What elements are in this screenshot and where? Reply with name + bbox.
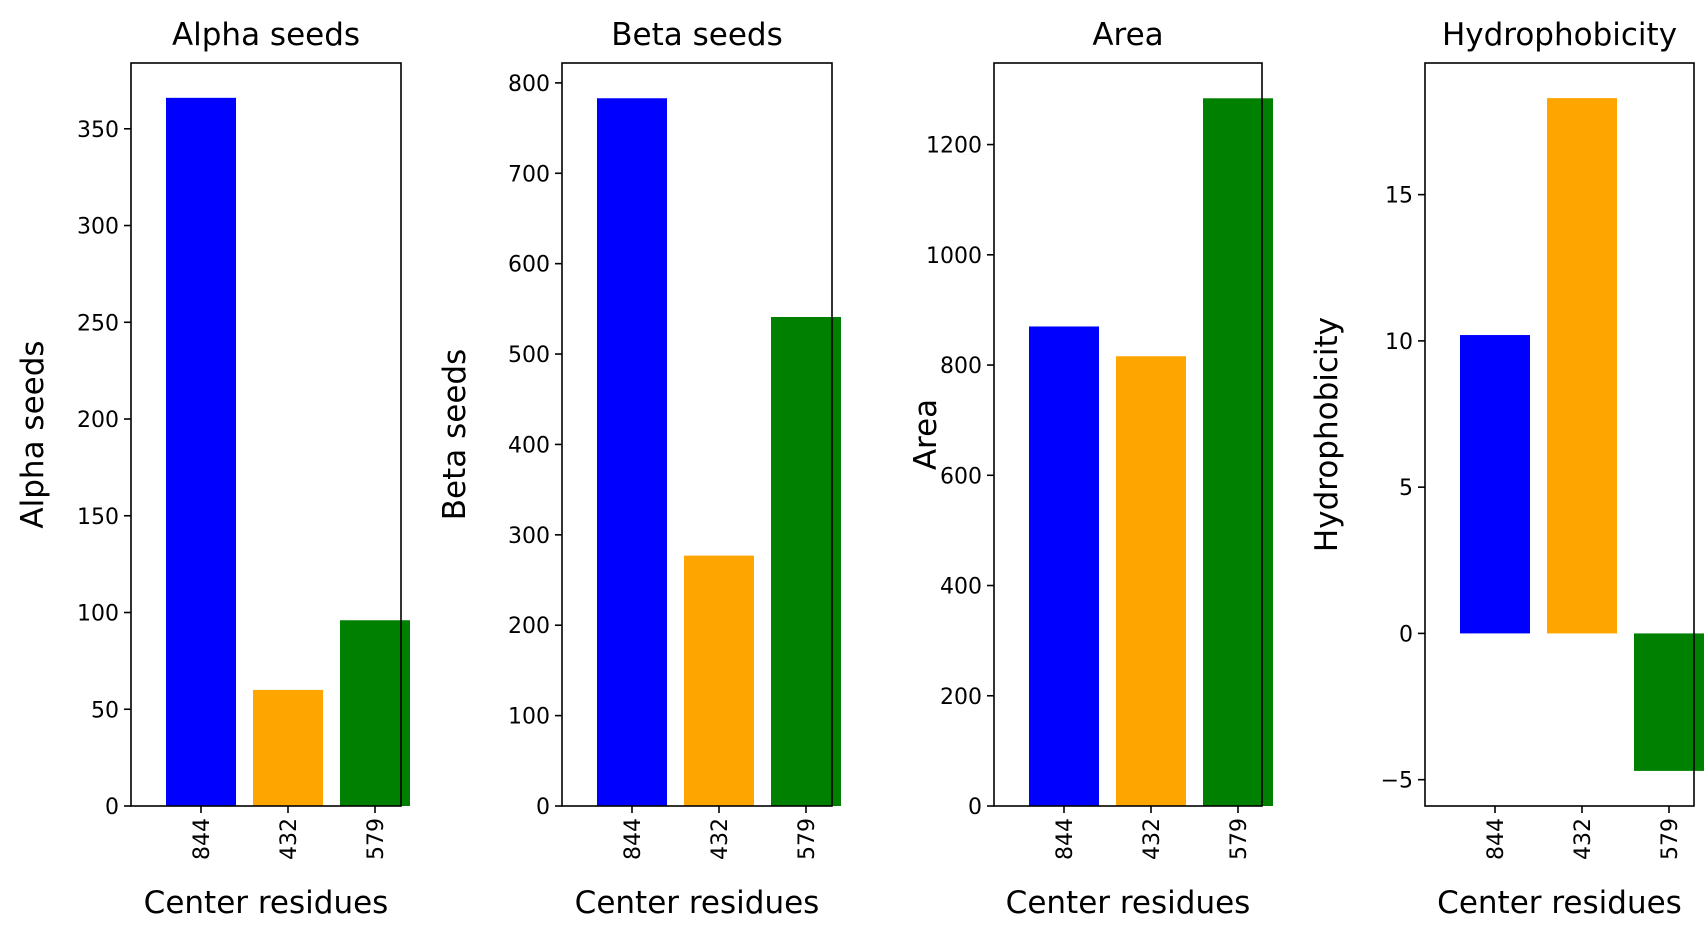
x-tick-label: 579 (795, 818, 820, 860)
y-tick-label: 5 (1399, 476, 1413, 501)
bar-579 (340, 620, 410, 806)
subplot-title: Beta seeds (611, 17, 782, 53)
x-axis-label: Center residues (575, 885, 820, 921)
y-tick-label: 400 (508, 433, 550, 458)
y-axis-label: Alpha seeds (15, 340, 51, 528)
y-tick-label: 15 (1385, 184, 1413, 209)
x-tick-label: 432 (1140, 818, 1165, 860)
x-tick-label: 432 (277, 818, 302, 860)
subplot-4: −5 0 5 10 15 844 432 579 Hydrophobicity Center re… (1309, 17, 1704, 921)
bar-844 (166, 97, 236, 806)
axes-frame (130, 62, 402, 807)
y-axis-label: Area (908, 399, 944, 470)
x-tick-label: 432 (708, 818, 733, 860)
x-tick-label: 579 (364, 818, 389, 860)
y-tick-label: 600 (508, 253, 550, 278)
axes-frame (1424, 62, 1695, 807)
y-tick-label: 800 (508, 72, 550, 97)
x-axis-label: Center residues (1437, 885, 1682, 921)
y-tick-label: 200 (940, 685, 982, 710)
y-tick-label: 500 (508, 343, 550, 368)
y-tick-label: 50 (91, 698, 119, 723)
y-tick-label: 100 (77, 602, 119, 627)
y-tick-label: 200 (77, 408, 119, 433)
subplot-2: 0 100 200 300 400 500 600 700 800 844 432 579 Beta s… (437, 17, 841, 921)
y-tick-label: 150 (77, 505, 119, 530)
x-tick-label: 844 (190, 818, 215, 860)
y-tick-label: 0 (1399, 622, 1413, 647)
bar-432 (1547, 98, 1617, 634)
x-tick-label: 579 (1658, 818, 1683, 860)
y-tick-label: 100 (508, 705, 550, 730)
y-tick-label: 250 (77, 311, 119, 336)
axes-frame (993, 62, 1263, 807)
bar-432 (684, 555, 754, 806)
bar-579 (1634, 633, 1704, 771)
y-axis-label: Hydrophobicity (1309, 317, 1345, 552)
x-tick-label: 432 (1571, 818, 1596, 860)
x-tick-label: 844 (1484, 818, 1509, 860)
bar-432 (1116, 356, 1186, 806)
y-tick-label: 1000 (926, 244, 982, 269)
y-tick-label: 1200 (926, 134, 982, 159)
subplot-title: Area (1092, 17, 1163, 53)
y-tick-label: 300 (508, 524, 550, 549)
y-tick-label: 350 (77, 118, 119, 143)
subplot-title: Hydrophobicity (1442, 17, 1677, 53)
y-tick-label: 0 (536, 795, 550, 820)
bar-579 (771, 316, 841, 806)
subplot-1: 0 50 100 150 200 250 300 350 844 432 579 Alpha seed… (15, 17, 410, 921)
x-tick-label: 844 (621, 818, 646, 860)
y-tick-label: 400 (940, 575, 982, 600)
y-tick-label: −5 (1381, 769, 1413, 794)
y-tick-label: 0 (968, 795, 982, 820)
y-axis-label: Beta seeds (437, 349, 473, 520)
subplot-3: 0 200 400 600 800 1000 1200 844 432 579 Area Center… (908, 17, 1273, 921)
bar-844 (597, 98, 667, 806)
x-tick-label: 844 (1053, 818, 1078, 860)
y-tick-label: 600 (940, 464, 982, 489)
axes-frame (561, 62, 833, 807)
subplot-title: Alpha seeds (172, 17, 360, 53)
bar-844 (1460, 335, 1530, 634)
y-tick-label: 800 (940, 354, 982, 379)
x-axis-label: Center residues (144, 885, 389, 921)
x-tick-label: 579 (1227, 818, 1252, 860)
y-tick-label: 700 (508, 162, 550, 187)
y-tick-label: 10 (1385, 330, 1413, 355)
x-axis-label: Center residues (1006, 885, 1251, 921)
bar-432 (253, 689, 323, 806)
bar-844 (1029, 326, 1099, 806)
y-tick-label: 300 (77, 215, 119, 240)
y-tick-label: 0 (105, 795, 119, 820)
y-tick-label: 200 (508, 614, 550, 639)
